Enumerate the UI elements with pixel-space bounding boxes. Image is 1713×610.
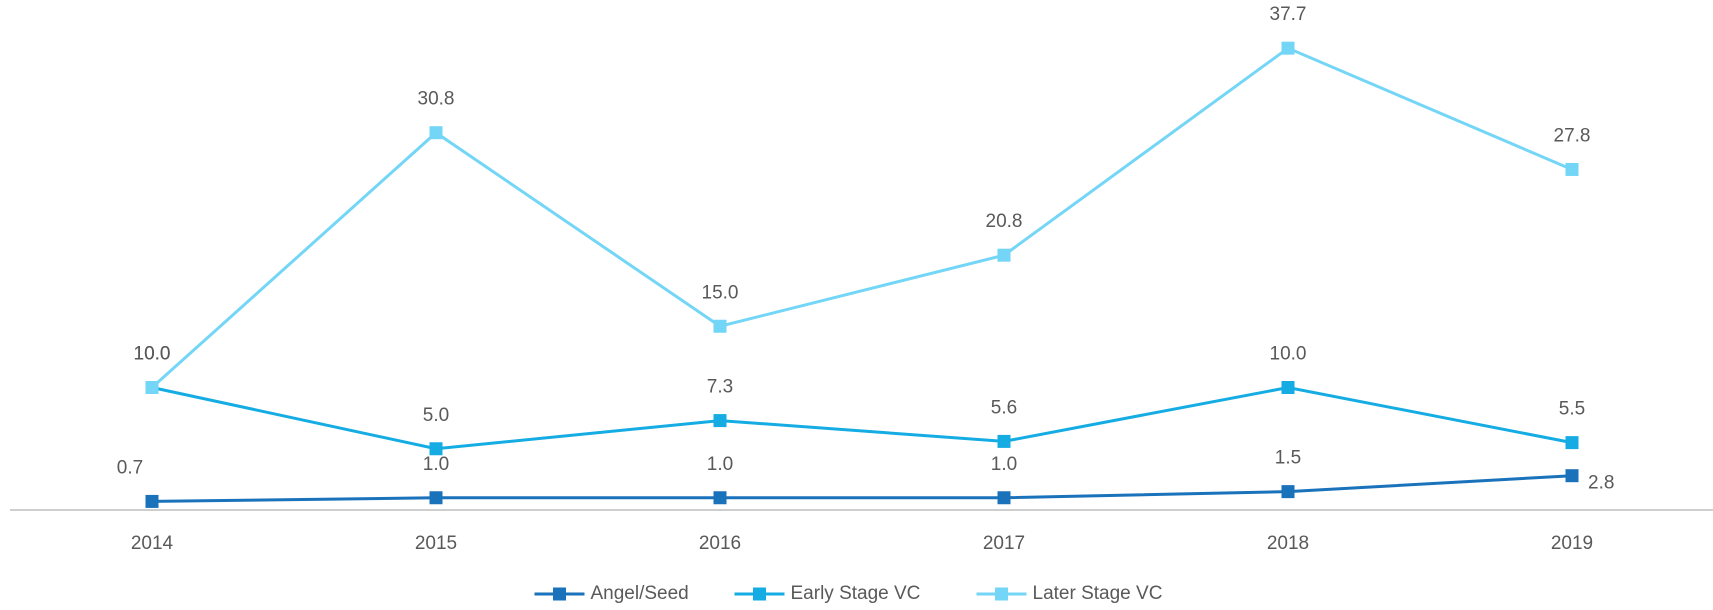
data-label: 0.7 [117, 457, 143, 478]
data-label: 10.0 [134, 344, 171, 365]
x-tick-label: 2014 [131, 533, 174, 554]
x-tick-label: 2015 [415, 533, 457, 554]
data-label: 1.0 [707, 454, 733, 475]
data-point [145, 494, 159, 508]
data-point [1281, 381, 1295, 394]
data-point [997, 434, 1011, 448]
data-label: 30.8 [418, 89, 455, 110]
x-tick-label: 2018 [1267, 533, 1309, 554]
legend-marker [995, 587, 1008, 601]
data-point [429, 491, 443, 505]
data-point [713, 414, 727, 428]
data-label: 1.5 [1275, 448, 1301, 469]
data-point [713, 491, 727, 505]
data-point [145, 381, 159, 394]
legend-marker [753, 587, 766, 601]
data-label: 7.3 [707, 377, 733, 398]
data-label: 1.0 [423, 454, 449, 475]
data-label: 1.0 [991, 454, 1017, 475]
data-point [1565, 436, 1579, 450]
data-label: 15.0 [702, 282, 739, 303]
data-point [713, 319, 727, 333]
data-label: 37.7 [1270, 4, 1307, 25]
series-line [151, 385, 1573, 451]
data-label: 20.8 [986, 211, 1023, 232]
data-point [1565, 469, 1579, 483]
data-label: 10.0 [1270, 344, 1307, 365]
legend-label: Early Stage VC [791, 583, 921, 604]
data-label: 2.8 [1588, 473, 1614, 494]
data-label: 10.0 [134, 344, 171, 365]
legend-label: Later Stage VC [1033, 583, 1163, 604]
data-point [1565, 162, 1579, 176]
data-label: 27.8 [1554, 125, 1591, 146]
data-label: 5.6 [991, 397, 1017, 418]
legend-marker [553, 587, 566, 601]
data-point [1281, 41, 1295, 55]
data-point [997, 491, 1011, 505]
legend-label: Angel/Seed [591, 583, 689, 604]
x-tick-label: 2017 [983, 533, 1025, 554]
series-line [151, 474, 1573, 503]
x-tick-label: 2016 [699, 533, 741, 554]
data-point [429, 126, 443, 140]
x-tick-label: 2019 [1551, 533, 1593, 554]
series-line [150, 46, 1573, 389]
data-point [429, 442, 443, 456]
data-label: 5.5 [1559, 399, 1585, 420]
data-point [997, 248, 1011, 262]
data-point [1281, 485, 1295, 499]
data-label: 5.0 [423, 405, 449, 426]
